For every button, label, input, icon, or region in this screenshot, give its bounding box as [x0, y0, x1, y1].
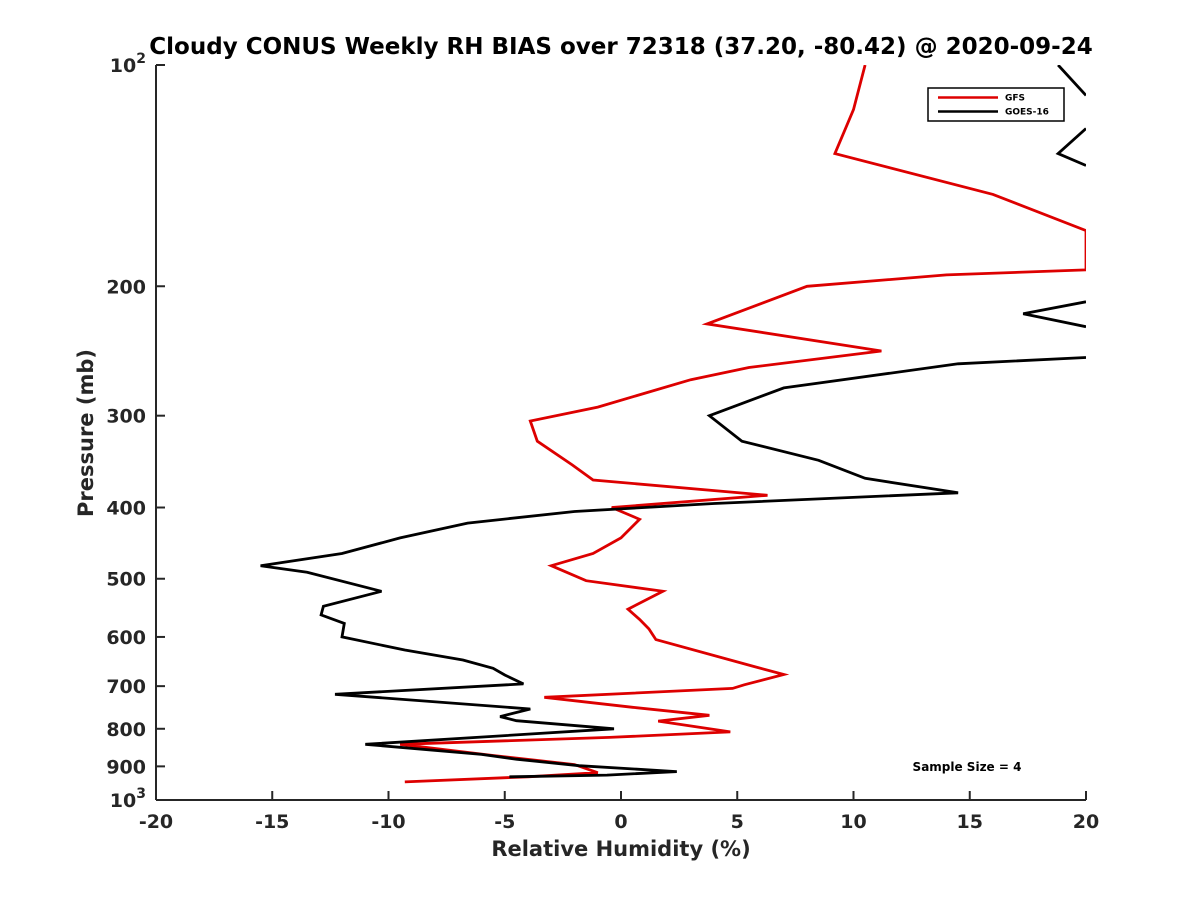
x-axis-label: Relative Humidity (%): [491, 837, 750, 861]
chart-title: Cloudy CONUS Weekly RH BIAS over 72318 (…: [149, 34, 1092, 60]
sample-size-annotation: Sample Size = 4: [913, 760, 1022, 774]
y-tick-label: 200: [106, 276, 146, 298]
y-tick-label: 700: [106, 676, 146, 698]
y-tick-label: 600: [106, 627, 146, 649]
x-tick-label: 5: [731, 811, 744, 833]
y-tick-label: 400: [106, 498, 146, 520]
y-tick-label: 103: [110, 786, 146, 812]
legend-box: [927, 87, 1065, 122]
x-tick-label: -15: [255, 811, 289, 833]
y-tick-label: 900: [106, 756, 146, 778]
x-tick-label: 15: [957, 811, 983, 833]
series-line-goes16: [1055, 127, 1086, 167]
y-tick-label: 800: [106, 719, 146, 741]
x-tick-label: 20: [1073, 811, 1099, 833]
series-line-gfs: [399, 65, 1086, 784]
y-tick-label: 102: [110, 51, 146, 77]
series-line-goes16: [1022, 300, 1086, 329]
legend: GFS GOES-16: [927, 87, 1065, 122]
series-line-goes16: [260, 356, 1086, 779]
x-tick-label: -5: [494, 811, 515, 833]
y-tick-label: 300: [106, 406, 146, 428]
series-line-goes16: [1057, 65, 1086, 97]
y-tick-label: 500: [106, 569, 146, 591]
x-tick-label: -10: [371, 811, 405, 833]
x-tick-label: -20: [139, 811, 173, 833]
x-tick-label: 0: [614, 811, 627, 833]
legend-label-gfs: GFS: [1005, 94, 1025, 104]
legend-label-goes16: GOES-16: [1005, 108, 1049, 118]
y-axis-label: Pressure (mb): [74, 349, 98, 517]
x-tick-label: 10: [840, 811, 866, 833]
